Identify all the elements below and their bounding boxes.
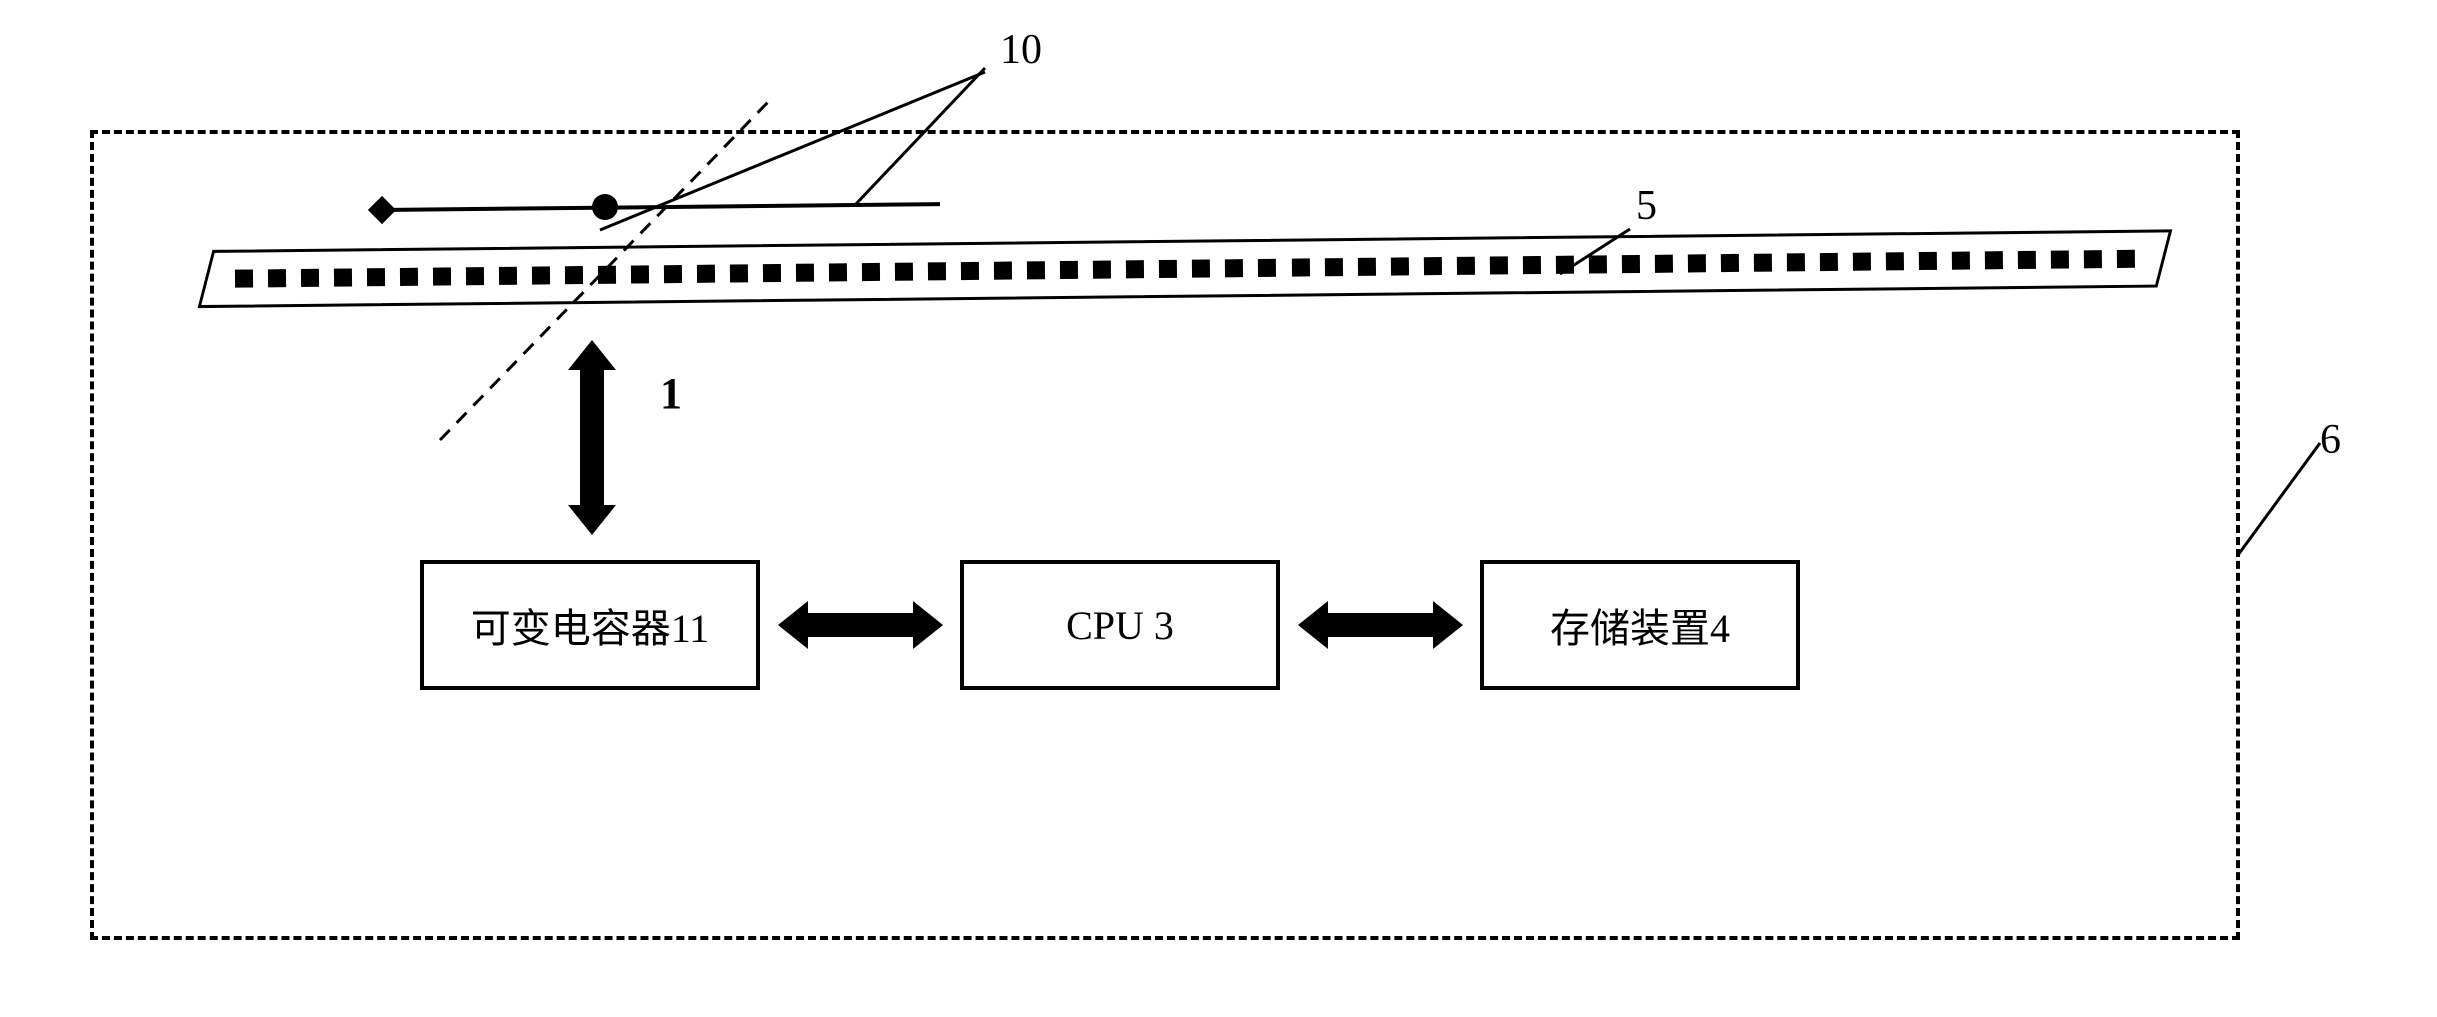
bar-dot [1886,252,1904,270]
bar-dot [1952,252,1970,270]
bar-dot [1853,253,1871,271]
bar-dot [1588,255,1606,273]
bar-dot [2051,250,2069,268]
arrow-shaft [808,613,913,637]
bar-dot [1192,259,1210,277]
arrow-head-left-icon [1298,601,1328,649]
arrow-head-left-icon [778,601,808,649]
bar-dot [1357,258,1375,276]
bar-dot [1721,254,1739,272]
block-variable-capacitor: 可变电容器11 [420,560,760,690]
label-ref-6: 6 [2320,416,2341,464]
bar-dot [1985,251,2003,269]
bar-dot [1522,256,1540,274]
block-storage-label: 存储装置4 [1550,596,1730,654]
bar-dot [1126,260,1144,278]
bar-dot [367,268,385,286]
bar-dot [961,262,979,280]
bar-dot [1258,259,1276,277]
bar-dot [1621,255,1639,273]
bar-dot [1820,253,1838,271]
bar-dot [1159,260,1177,278]
arrow-cpu-storage [1298,601,1463,649]
arrow-head-right-icon [1433,601,1463,649]
bar-dot [895,263,913,281]
arrow-head-up-icon [568,340,616,370]
bar-dot [1688,254,1706,272]
bar-dot [1787,253,1805,271]
block-varcap-label: 可变电容器11 [471,596,710,654]
bar-dot [1390,257,1408,275]
bar-dot [829,263,847,281]
bar-dot [1093,261,1111,279]
label-ref-10: 10 [1000,26,1042,74]
bar-dot [1919,252,1937,270]
arrow-head-right-icon [913,601,943,649]
bar-dot [235,269,253,287]
bar-dot [994,262,1012,280]
bar-dot [1225,259,1243,277]
bar-dot [400,268,418,286]
label-ref-1: 1 [660,368,682,419]
arrow-head-down-icon [568,505,616,535]
bar-dot [1060,261,1078,279]
arrow-shaft [1328,613,1433,637]
bar-dot [1754,254,1772,272]
bar-dot [2018,251,2036,269]
bar-dot [1423,257,1441,275]
bar-dot [1291,258,1309,276]
bar-dot [301,269,319,287]
block-storage: 存储装置4 [1480,560,1800,690]
bar-dot [1027,261,1045,279]
block-cpu: CPU 3 [960,560,1280,690]
arrow-varcap-cpu [778,601,943,649]
bar-dot [334,268,352,286]
block-cpu-label: CPU 3 [1066,602,1174,649]
arrow-bar-to-varcap [568,340,616,535]
bar-dot [1654,255,1672,273]
bar-dot [1324,258,1342,276]
bar-dot [862,263,880,281]
bar-dot [1555,256,1573,274]
bar-dot [928,262,946,280]
bar-dot [2117,250,2135,268]
bar-dot [796,264,814,282]
bar-dot [1456,257,1474,275]
bar-dot [1489,256,1507,274]
arrow-shaft [580,370,604,505]
bar-dot [268,269,286,287]
bar-dot [2084,250,2102,268]
callout-line-6 [2235,440,2365,560]
label-ref-5: 5 [1636,182,1657,230]
